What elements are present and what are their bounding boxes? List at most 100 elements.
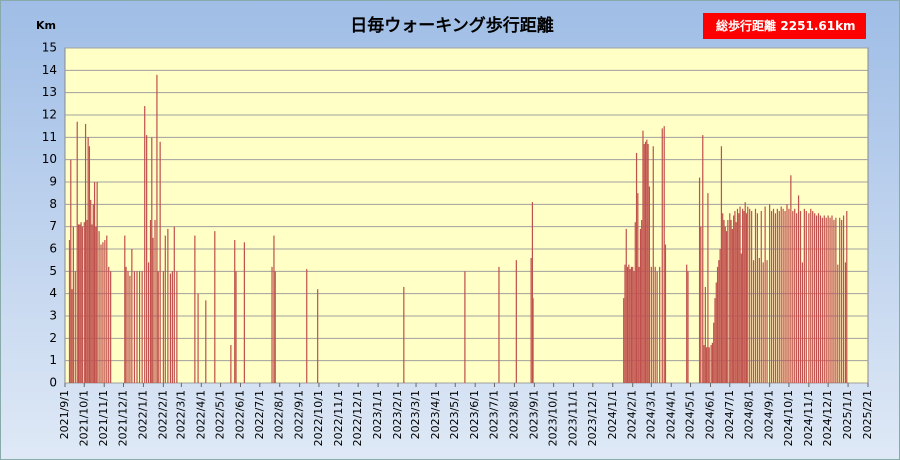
- x-tick-label: 2021/12/1: [117, 390, 130, 446]
- x-tick-label: 2023/4/1: [429, 390, 442, 439]
- bar: [764, 206, 766, 383]
- bar: [77, 224, 80, 383]
- x-tick-label: 2021/9/1: [58, 390, 71, 439]
- x-tick-label: 2023/1/1: [371, 390, 384, 439]
- bar: [702, 135, 704, 383]
- bar: [169, 273, 172, 383]
- bar: [823, 215, 825, 383]
- bar: [197, 293, 199, 383]
- x-tick-label: 2024/3/1: [644, 390, 657, 439]
- bar: [815, 215, 818, 383]
- y-tick-label: 0: [49, 376, 57, 390]
- bar: [788, 208, 790, 383]
- bar: [102, 242, 104, 383]
- bar: [835, 217, 837, 383]
- y-tick-label: 4: [49, 286, 57, 300]
- bar: [87, 137, 89, 383]
- bar: [71, 289, 73, 383]
- bar: [846, 211, 848, 383]
- x-tick-label: 2023/6/1: [468, 390, 481, 439]
- bar: [719, 249, 721, 383]
- bar: [194, 235, 196, 383]
- x-tick-label: 2022/3/1: [174, 390, 187, 439]
- x-tick-label: 2022/8/1: [273, 390, 286, 439]
- y-tick-label: 13: [42, 85, 57, 99]
- bar: [72, 226, 74, 383]
- bar: [129, 275, 131, 383]
- bar: [626, 266, 629, 383]
- bar: [727, 219, 729, 383]
- bar: [770, 211, 773, 383]
- bar: [652, 146, 654, 383]
- bar: [825, 217, 827, 383]
- bar: [641, 219, 643, 383]
- bar: [271, 266, 273, 383]
- bar: [151, 137, 153, 383]
- bar: [797, 195, 800, 383]
- bar: [752, 260, 755, 383]
- bar: [839, 217, 841, 383]
- x-tick-label: 2022/5/1: [214, 390, 227, 439]
- y-tick-label: 9: [49, 175, 57, 189]
- bar: [91, 224, 93, 383]
- x-tick-label: 2025/2/1: [861, 390, 874, 439]
- y-tick-label: 5: [49, 264, 57, 278]
- bar: [98, 231, 100, 383]
- bar: [162, 271, 164, 383]
- bar: [829, 217, 831, 383]
- bar: [642, 130, 644, 383]
- badge-label: 総歩行距離: [716, 18, 776, 33]
- bar: [782, 208, 784, 383]
- x-tick-label: 2022/11/1: [332, 390, 345, 446]
- bar: [79, 224, 81, 383]
- bar: [724, 226, 726, 383]
- bar: [743, 211, 745, 383]
- bar: [729, 213, 731, 383]
- bar: [762, 262, 764, 383]
- bar: [698, 177, 701, 383]
- bar: [656, 271, 658, 383]
- bar: [703, 345, 705, 383]
- bar: [745, 213, 748, 383]
- bar: [152, 237, 154, 383]
- bar: [273, 235, 275, 383]
- bar: [659, 266, 661, 383]
- bar: [498, 266, 500, 383]
- bar: [144, 106, 146, 384]
- bar: [812, 211, 814, 383]
- bar: [661, 128, 663, 383]
- bar: [707, 193, 709, 383]
- bar: [154, 219, 156, 383]
- y-tick-label: 7: [49, 219, 57, 233]
- bar: [715, 282, 717, 383]
- x-tick-label: 2022/6/1: [234, 390, 247, 439]
- bar: [147, 262, 150, 383]
- bar: [235, 271, 237, 383]
- bar: [714, 298, 716, 383]
- bar: [706, 347, 708, 383]
- bar: [751, 211, 753, 383]
- bar: [844, 262, 847, 383]
- x-tick-label: 2025/1/1: [841, 390, 854, 439]
- y-tick-label: 11: [42, 130, 57, 144]
- bar: [100, 244, 102, 383]
- y-tick-label: 2: [49, 331, 57, 345]
- bar: [306, 269, 308, 383]
- x-tick-label: 2024/10/1: [782, 390, 795, 446]
- bar: [647, 144, 649, 383]
- bar: [648, 186, 651, 383]
- bar: [634, 222, 636, 383]
- bar: [638, 266, 640, 383]
- x-tick-label: 2021/11/1: [97, 390, 110, 446]
- bar: [623, 298, 625, 383]
- bar: [83, 222, 85, 383]
- y-tick-label: 3: [49, 309, 57, 323]
- bar: [758, 257, 760, 383]
- x-tick-label: 2023/2/1: [391, 390, 404, 439]
- bar: [766, 260, 768, 383]
- x-tick-label: 2022/12/1: [351, 390, 364, 446]
- x-tick-label: 2022/4/1: [194, 390, 207, 439]
- bar: [739, 206, 741, 383]
- bar: [722, 213, 724, 383]
- bar: [819, 215, 822, 383]
